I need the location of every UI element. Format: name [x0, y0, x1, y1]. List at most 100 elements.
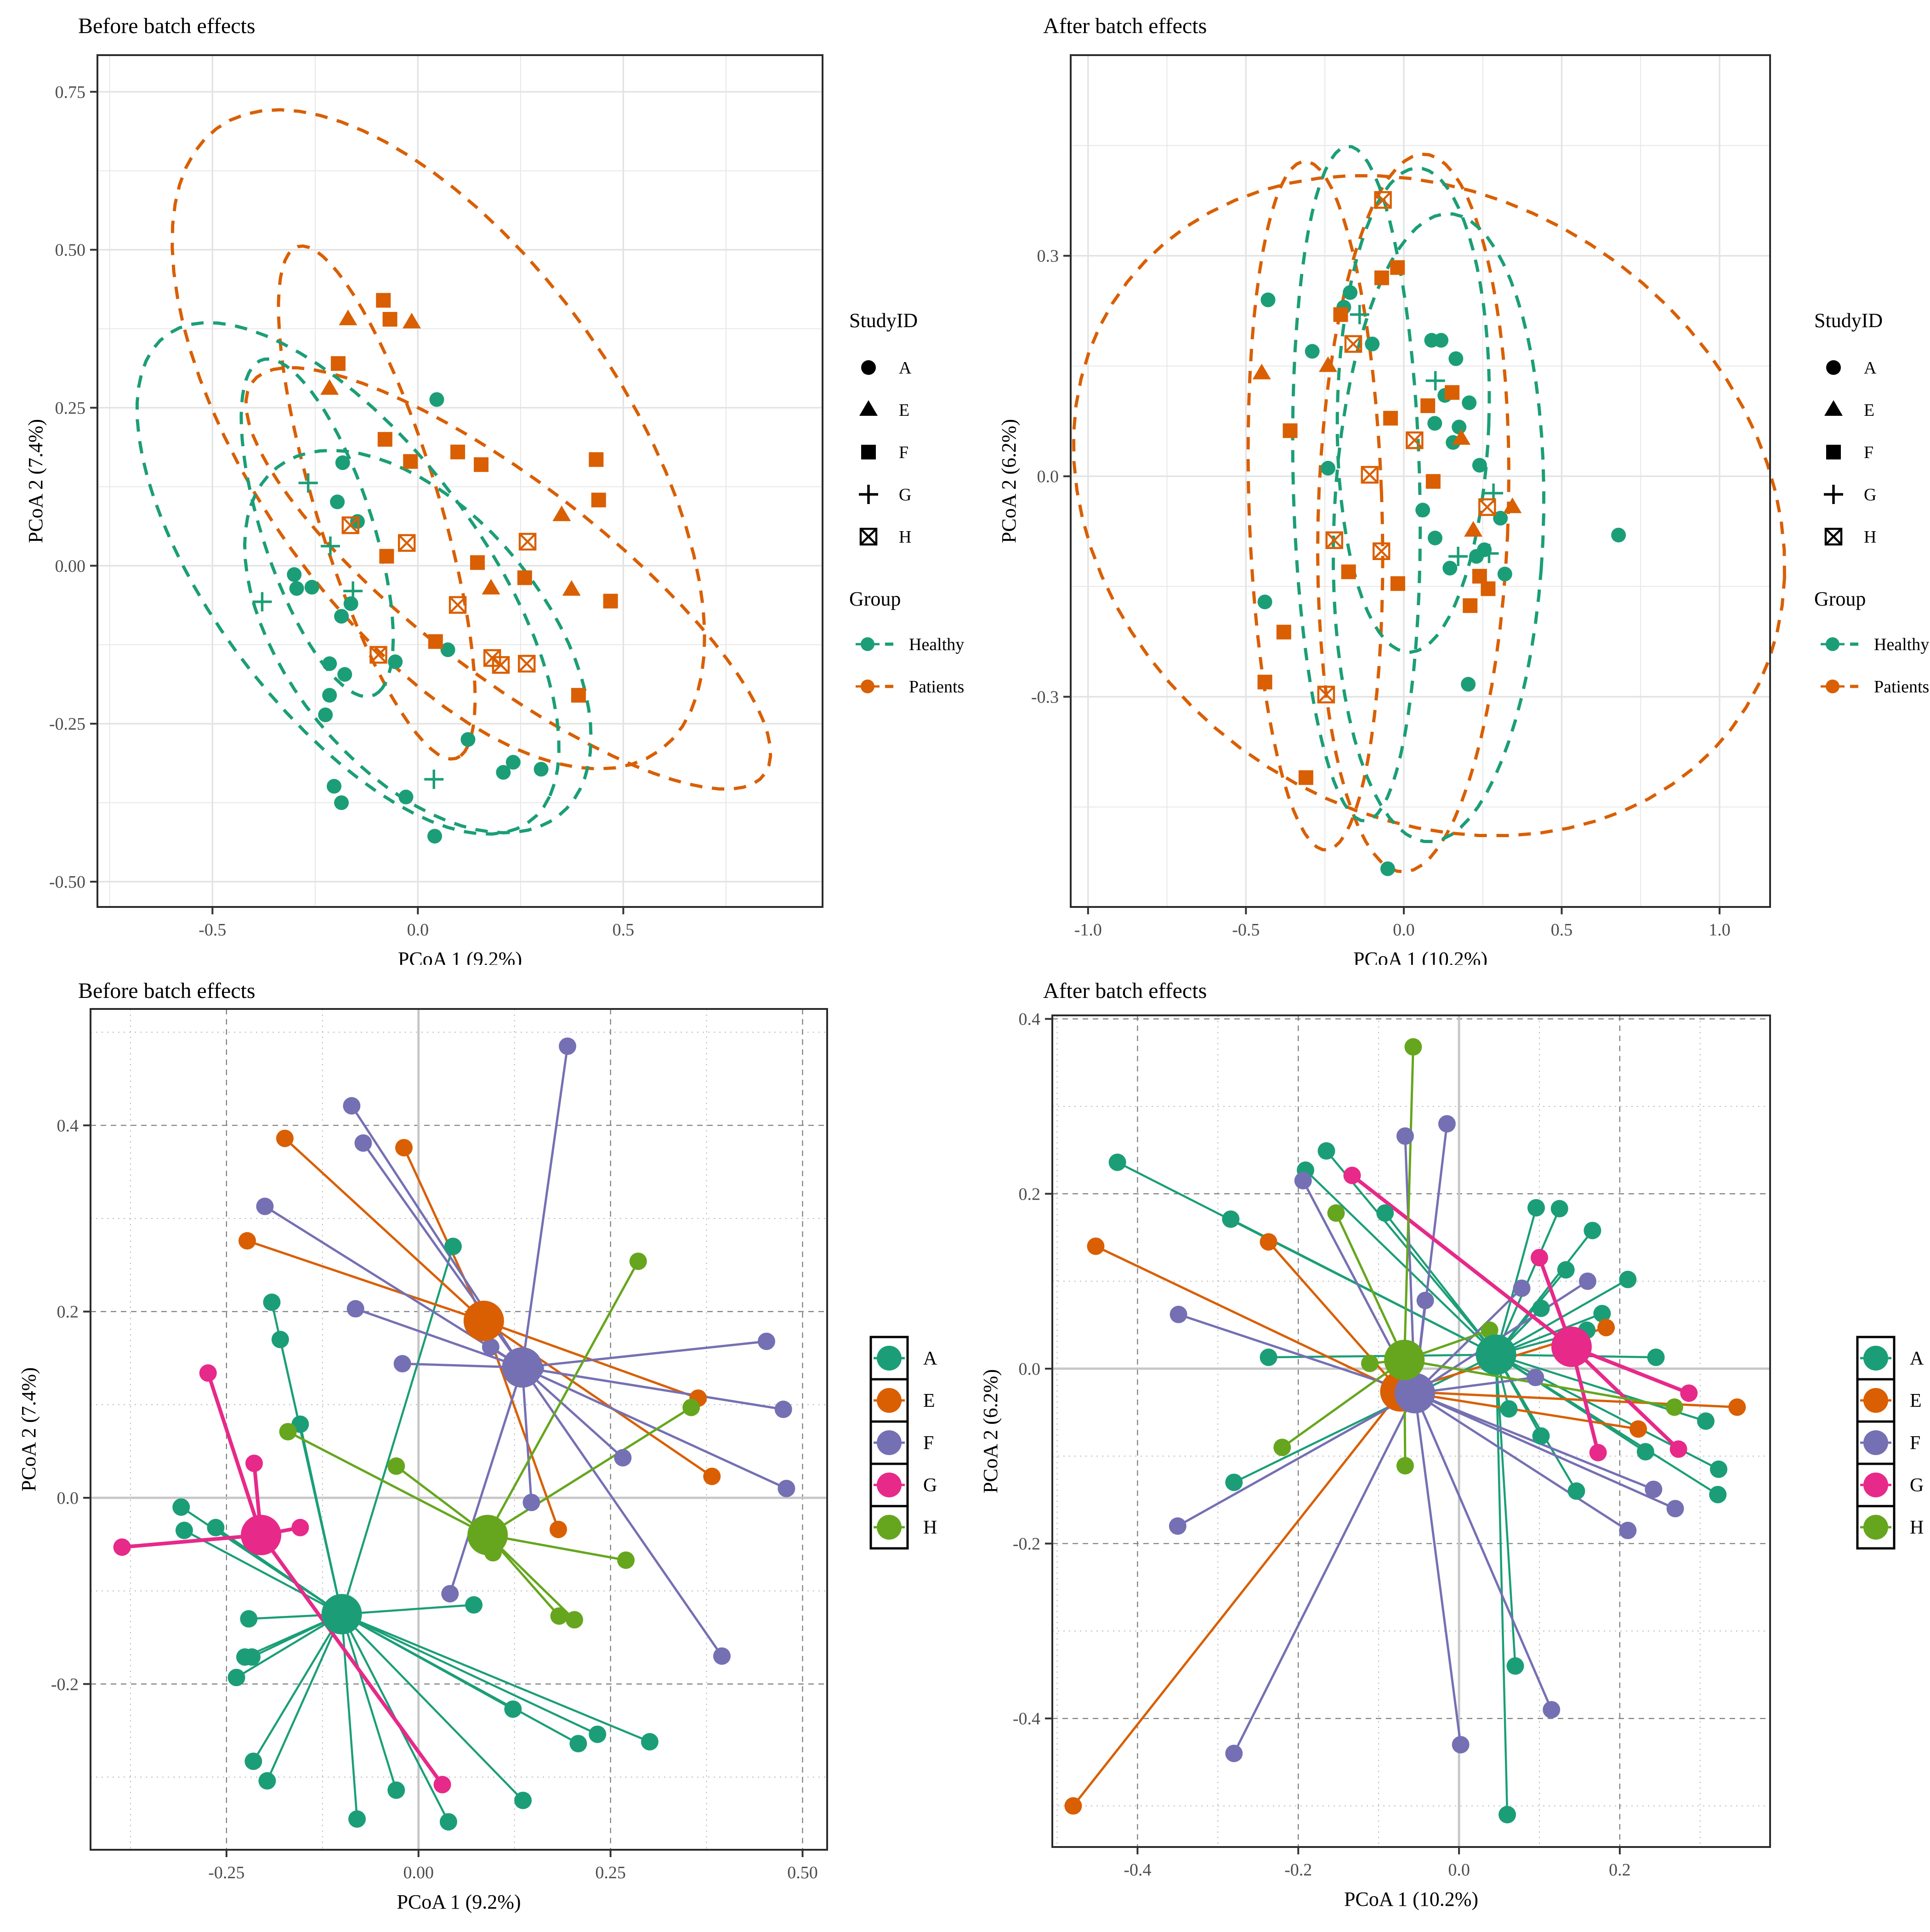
point-A [514, 1791, 532, 1809]
x-tick-label: -0.25 [208, 1863, 244, 1882]
x-tick-label: 0.5 [613, 920, 635, 940]
y-tick-label: 0.0 [57, 1489, 79, 1508]
ellipse-healthy [1291, 145, 1422, 823]
y-axis-title: PCoA 2 (6.2%) [979, 1369, 1002, 1493]
chart-before_scatter: -0.5 0.0 0.5 0.75 0.50 0.25 0.00 -0.25 -0.50 PCoA… [0, 0, 965, 970]
point-F [1463, 598, 1478, 613]
legend-studies-box: AE FGH [869, 1336, 937, 1550]
panel-before-scatter: -0.5 0.0 0.5 0.75 0.50 0.25 0.00 -0.25 -0.50 PCoA… [0, 0, 965, 970]
point-A [1469, 549, 1484, 564]
point-F [1169, 1517, 1186, 1535]
legend-dot-icon [877, 1515, 902, 1540]
point-F [343, 1097, 361, 1115]
point-A [1532, 1299, 1550, 1317]
point-A [240, 1610, 258, 1628]
legend-dot-icon [1863, 1388, 1888, 1413]
segment-A [215, 1526, 342, 1615]
x-axis-title: PCoA 1 (9.2%) [397, 1891, 521, 1913]
point-F [1276, 624, 1291, 640]
point-H [1374, 191, 1392, 209]
point-E [1260, 1233, 1277, 1251]
point-E [238, 1232, 256, 1250]
point-F [346, 1300, 364, 1318]
point-H [1481, 1321, 1499, 1339]
panel-title: After batch effects [1043, 14, 1207, 38]
point-F [757, 1332, 775, 1350]
y-tick-label: -0.4 [1013, 1709, 1040, 1728]
legend-dot-icon [861, 680, 874, 693]
segment-A [341, 1613, 598, 1735]
point-H [341, 516, 359, 534]
point-F [376, 293, 391, 308]
point-H [682, 1399, 700, 1416]
point-A [289, 581, 304, 596]
panel-border [90, 1008, 828, 1851]
segment-F [522, 1340, 767, 1369]
x-tick-label: -0.2 [1284, 1860, 1312, 1880]
panel-border [96, 54, 823, 908]
point-F [591, 493, 606, 508]
point-A [258, 1772, 276, 1790]
centroid-F [502, 1347, 543, 1388]
segment-G [122, 1533, 261, 1549]
data-points [252, 293, 618, 844]
x-tick-label: 0.0 [1448, 1860, 1470, 1880]
legend-item-label: H [1910, 1517, 1924, 1538]
segment-E [247, 1240, 484, 1322]
point-F [1225, 1745, 1243, 1762]
point-G [1479, 544, 1499, 563]
point-A [496, 765, 511, 780]
legend-title-group: Group [1814, 588, 1866, 610]
segment-H [487, 1534, 626, 1562]
segment-A [1495, 1354, 1509, 1815]
segment-F [1413, 1393, 1462, 1745]
point-A [263, 1293, 281, 1311]
point-F [1390, 260, 1405, 275]
legend-item-label: E [899, 401, 909, 420]
point-F [517, 570, 532, 585]
segment-E [483, 1320, 713, 1478]
point-A [1527, 1199, 1545, 1217]
point-A [1452, 419, 1467, 435]
point-F [614, 1449, 632, 1467]
point-F [450, 444, 465, 459]
point-A [1493, 510, 1508, 526]
point-G [343, 581, 363, 601]
point-H [629, 1252, 647, 1270]
chart-background [0, 0, 965, 965]
panel-title: Before batch effects [78, 979, 255, 1003]
point-F [1396, 1127, 1414, 1145]
point-F [354, 1134, 372, 1152]
point-H [1327, 1204, 1345, 1222]
point-F [1257, 674, 1272, 690]
segment-A [183, 1529, 342, 1615]
panel-border [1070, 54, 1771, 908]
point-H [397, 534, 416, 552]
point-A [1321, 461, 1336, 476]
point-E [276, 1129, 294, 1147]
centroid-F [1394, 1373, 1435, 1414]
point-A [1472, 458, 1487, 473]
point-E [1319, 356, 1338, 372]
centroid-H [1384, 1339, 1425, 1380]
point-A [1442, 561, 1458, 576]
legend-item-label: E [1864, 401, 1874, 420]
spider-points [1064, 1038, 1746, 1824]
segment-E [482, 1320, 560, 1530]
point-G [1680, 1384, 1698, 1402]
chart-background [965, 965, 1930, 1930]
point-G [199, 1364, 217, 1382]
segment-H [486, 1260, 639, 1536]
segment-A [299, 1424, 343, 1615]
point-A [429, 392, 444, 407]
segment-F [1414, 1287, 1523, 1394]
point-A [641, 1733, 658, 1751]
segment-G [1351, 1174, 1573, 1348]
point-F [330, 356, 346, 371]
point-A [304, 580, 319, 595]
y-tick-label: -0.50 [49, 873, 85, 892]
grid-minor [97, 55, 823, 907]
point-A [1567, 1482, 1585, 1500]
point-A [1636, 1443, 1654, 1461]
point-A [335, 455, 350, 470]
